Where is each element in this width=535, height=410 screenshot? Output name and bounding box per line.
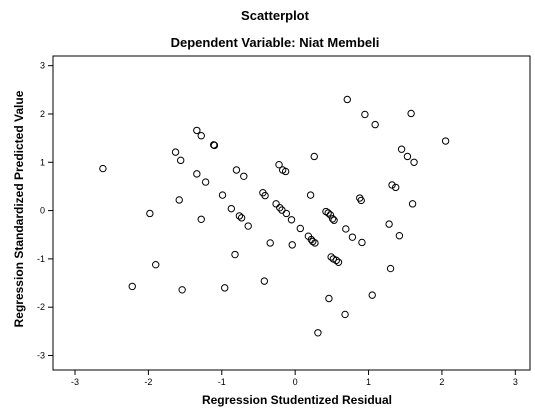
scatter-point [325, 294, 333, 303]
x-tick-label: -2 [144, 377, 152, 387]
scatter-point [232, 166, 241, 174]
scatter-point [388, 181, 396, 189]
y-tick-label: -3 [37, 351, 45, 361]
chart-title: Scatterplot [241, 8, 310, 23]
scatter-point [358, 238, 366, 247]
scatter-point [342, 225, 350, 233]
scatter-point [272, 200, 280, 208]
scatter-point [178, 286, 186, 294]
scatter-point [385, 220, 393, 228]
y-axis-label: Regression Standardized Predicted Value [12, 90, 26, 327]
scatter-point [334, 258, 343, 266]
scatter-point [287, 216, 296, 224]
scatter-point [175, 196, 183, 204]
scatter-point [99, 164, 107, 173]
x-tick-label: -3 [71, 377, 79, 387]
scatter-point [397, 145, 406, 153]
y-tick-label: 3 [40, 61, 45, 71]
scatter-point [146, 209, 154, 218]
scatter-point [309, 237, 317, 246]
chart-subtitle: Dependent Variable: Niat Membeli [171, 35, 380, 50]
scatter-point [281, 167, 290, 176]
scatter-point [327, 253, 335, 261]
scatter-point [152, 260, 160, 269]
scatter-point [341, 310, 349, 319]
scatter-point [310, 152, 318, 161]
scatter-point [261, 191, 269, 200]
scatter-point [403, 152, 412, 161]
y-tick-label: 0 [40, 206, 45, 216]
scatter-point [296, 224, 305, 233]
x-axis-label: Regression Studentized Residual [202, 393, 392, 407]
scatter-point [231, 250, 239, 259]
scatter-point [311, 239, 319, 247]
scatter-point [408, 200, 417, 208]
scatter-point [197, 132, 205, 140]
scatter-point [201, 178, 210, 186]
scatter-point [266, 239, 274, 247]
scatter-point [328, 215, 337, 223]
scatter-point [306, 191, 315, 199]
x-tick-label: 0 [293, 377, 298, 387]
scatter-point [244, 222, 252, 230]
scatter-point [386, 264, 395, 273]
scatter-point [171, 148, 180, 156]
scatter-point [193, 126, 201, 135]
scatter-point [221, 284, 229, 292]
scatter-point [343, 95, 351, 104]
y-tick-label: 1 [40, 157, 45, 167]
x-axis-ticks: -3 -2 -1 0 1 2 3 [71, 370, 518, 387]
y-tick-label: -2 [37, 302, 45, 312]
scatter-point [176, 156, 185, 165]
scatter-point [330, 216, 338, 224]
x-tick-label: -1 [218, 377, 226, 387]
scatter-point [361, 110, 369, 119]
scatter-point [410, 158, 418, 166]
y-tick-label: 2 [40, 109, 45, 119]
y-axis-ticks: -3 -2 -1 0 1 2 3 [37, 61, 53, 361]
scatter-point [237, 214, 246, 222]
x-tick-label: 1 [366, 377, 371, 387]
scatter-point [235, 212, 244, 220]
scatter-point [240, 172, 248, 180]
scatter-point [326, 211, 335, 219]
scatter-point [193, 170, 201, 178]
scatter-point [407, 109, 415, 118]
scatter-point [288, 241, 296, 249]
scatter-point [368, 291, 376, 299]
scatter-point [197, 215, 205, 223]
y-tick-label: -1 [37, 254, 45, 264]
scatter-point [276, 203, 284, 212]
scatter-point [324, 209, 332, 217]
scatter-point [314, 329, 322, 337]
scatter-point [392, 183, 400, 192]
scatter-point [128, 282, 136, 291]
scatter-point [371, 120, 379, 129]
scatter-point [441, 137, 450, 145]
scatter-point [260, 277, 269, 285]
scatter-point [395, 232, 404, 240]
scatter-point [348, 233, 357, 241]
x-tick-label: 2 [439, 377, 444, 387]
scatter-point [332, 256, 340, 265]
scatter-point [218, 191, 227, 199]
plot-area-frame [52, 55, 531, 371]
scatter-point [227, 204, 236, 213]
x-tick-label: 3 [513, 377, 518, 387]
scatter-point [210, 141, 219, 150]
scatter-point [275, 160, 283, 169]
scatter-point [357, 196, 365, 205]
scatter-point [282, 209, 291, 218]
data-points [99, 95, 450, 337]
